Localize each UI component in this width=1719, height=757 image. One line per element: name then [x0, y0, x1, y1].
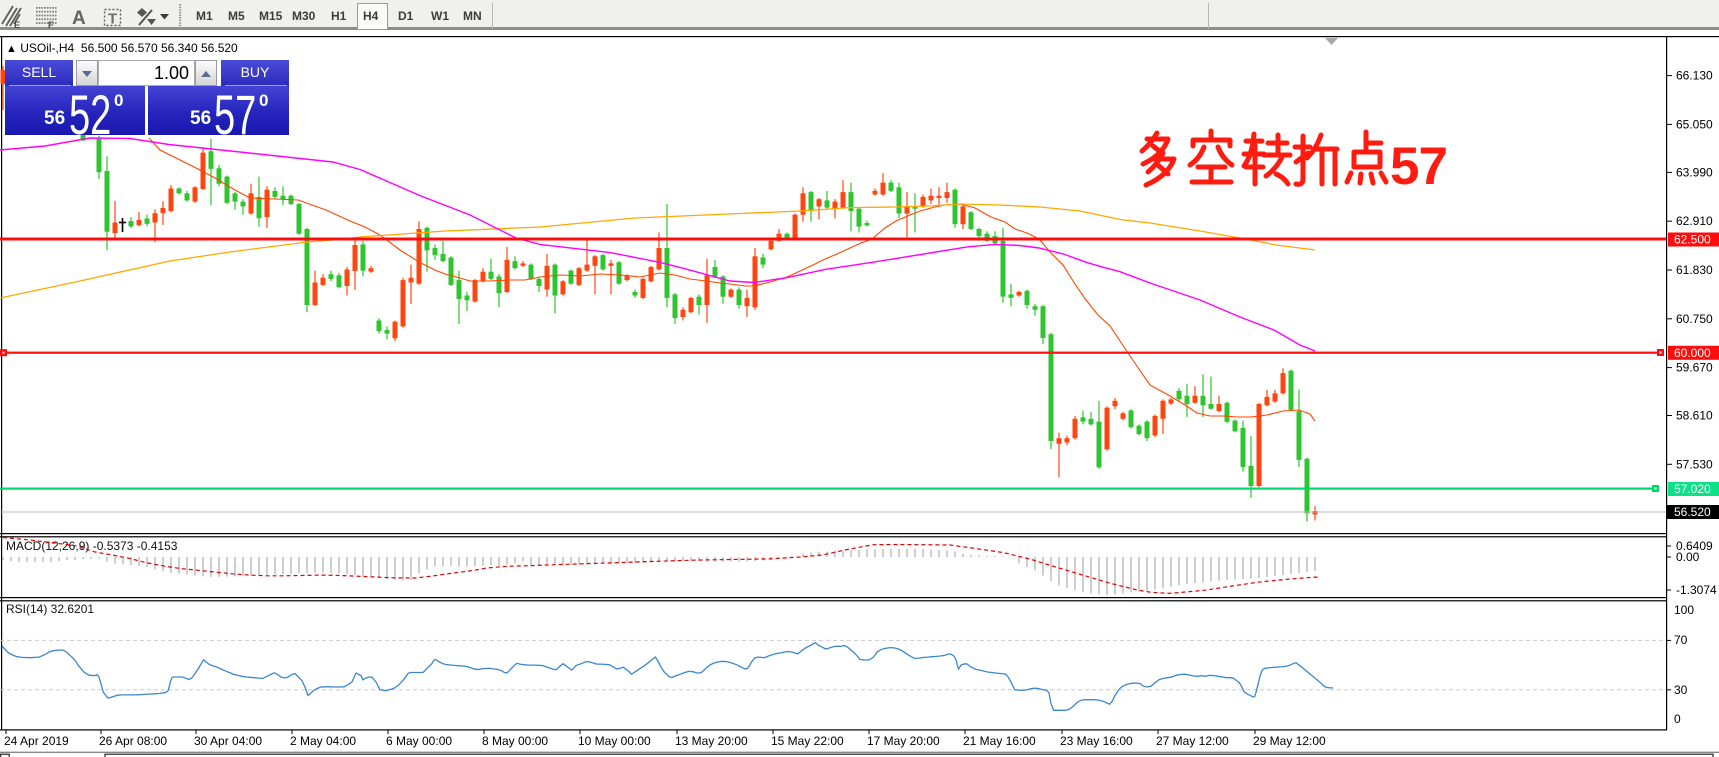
svg-text:57.530: 57.530 — [1676, 457, 1713, 471]
svg-text:6 May 00:00: 6 May 00:00 — [386, 734, 452, 748]
svg-text:0: 0 — [1674, 712, 1681, 726]
svg-text:60.000: 60.000 — [1674, 346, 1711, 360]
svg-text:17 May 20:00: 17 May 20:00 — [867, 734, 940, 748]
svg-text:26 Apr 08:00: 26 Apr 08:00 — [99, 734, 167, 748]
svg-text:57: 57 — [1390, 137, 1448, 196]
svg-text:62.500: 62.500 — [1674, 233, 1711, 247]
svg-text:61.830: 61.830 — [1676, 263, 1713, 277]
svg-text:62.910: 62.910 — [1676, 214, 1713, 228]
svg-text:66.130: 66.130 — [1676, 69, 1713, 83]
svg-text:0.00: 0.00 — [1676, 550, 1700, 564]
svg-text:23 May 16:00: 23 May 16:00 — [1060, 734, 1133, 748]
svg-text:T: T — [108, 11, 117, 28]
svg-text:57.020: 57.020 — [1674, 482, 1711, 496]
svg-text:-1.3074: -1.3074 — [1676, 583, 1717, 597]
svg-text:MACD(12,26,9) -0.5373 -0.4153: MACD(12,26,9) -0.5373 -0.4153 — [6, 539, 178, 553]
svg-text:F: F — [48, 20, 54, 31]
svg-text:E: E — [14, 20, 20, 31]
svg-text:13 May 20:00: 13 May 20:00 — [675, 734, 748, 748]
svg-text:21 May 16:00: 21 May 16:00 — [963, 734, 1036, 748]
svg-text:30: 30 — [1674, 683, 1688, 697]
svg-text:100: 100 — [1674, 603, 1694, 617]
svg-text:8 May 00:00: 8 May 00:00 — [482, 734, 548, 748]
svg-text:10 May 00:00: 10 May 00:00 — [578, 734, 651, 748]
svg-text:70: 70 — [1674, 633, 1688, 647]
svg-text:A: A — [72, 8, 86, 29]
svg-text:0.6409: 0.6409 — [1676, 539, 1713, 553]
svg-text:15 May 22:00: 15 May 22:00 — [771, 734, 844, 748]
svg-text:60.750: 60.750 — [1676, 312, 1713, 326]
svg-text:2 May 04:00: 2 May 04:00 — [290, 734, 356, 748]
svg-text:65.050: 65.050 — [1676, 117, 1713, 131]
svg-text:24 Apr 2019: 24 Apr 2019 — [4, 734, 69, 748]
svg-text:59.670: 59.670 — [1676, 361, 1713, 375]
svg-text:30 Apr 04:00: 30 Apr 04:00 — [194, 734, 262, 748]
svg-text:29 May 12:00: 29 May 12:00 — [1253, 734, 1326, 748]
svg-text:27 May 12:00: 27 May 12:00 — [1156, 734, 1229, 748]
svg-text:58.610: 58.610 — [1676, 409, 1713, 423]
svg-text:56.520: 56.520 — [1674, 505, 1711, 519]
svg-text:63.990: 63.990 — [1676, 165, 1713, 179]
svg-text:RSI(14) 32.6201: RSI(14) 32.6201 — [6, 602, 94, 616]
